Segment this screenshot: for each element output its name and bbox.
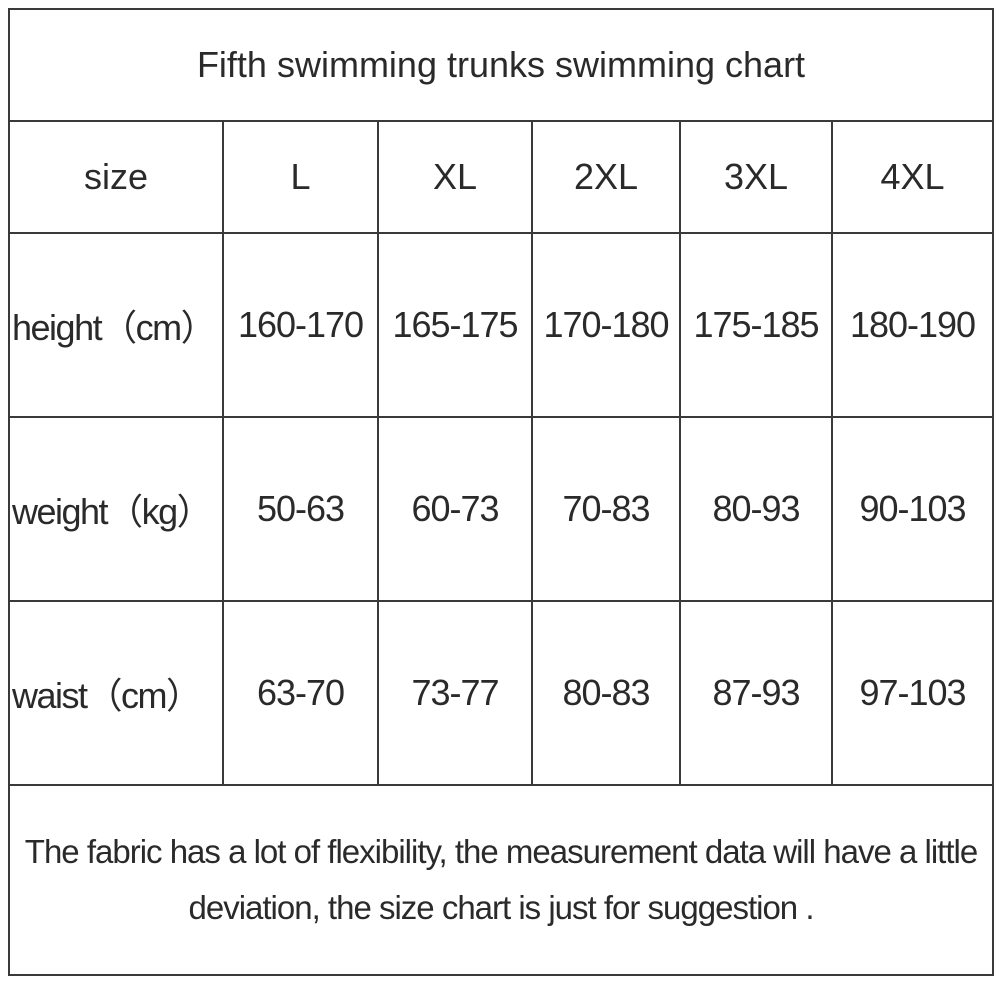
- header-cell: XL: [377, 120, 533, 234]
- table-cell: 60-73: [377, 416, 533, 602]
- table-cell: 165-175: [377, 232, 533, 418]
- table-cell: 90-103: [831, 416, 994, 602]
- header-cell: 2XL: [531, 120, 681, 234]
- table-cell: 63-70: [222, 600, 379, 786]
- table-cell: 175-185: [679, 232, 833, 418]
- table-cell: 160-170: [222, 232, 379, 418]
- table-cell: 50-63: [222, 416, 379, 602]
- title-row: Fifth swimming trunks swimming chart: [8, 8, 994, 122]
- note-row: The fabric has a lot of flexibility, the…: [8, 784, 994, 976]
- header-cell: size: [8, 120, 224, 234]
- table-cell: 170-180: [531, 232, 681, 418]
- title: Fifth swimming trunks swimming chart: [8, 8, 994, 122]
- table-cell: 97-103: [831, 600, 994, 786]
- row-label: height（cm）: [8, 232, 224, 418]
- header-cell: 3XL: [679, 120, 833, 234]
- size-chart: Fifth swimming trunks swimming chart siz…: [8, 8, 994, 976]
- table-cell: 87-93: [679, 600, 833, 786]
- data-row: waist（cm） 63-70 73-77 80-83 87-93 97-103: [8, 600, 994, 786]
- row-label: waist（cm）: [8, 600, 224, 786]
- data-row: height（cm） 160-170 165-175 170-180 175-185 18…: [8, 232, 994, 418]
- header-cell: L: [222, 120, 379, 234]
- table-cell: 80-83: [531, 600, 681, 786]
- table-cell: 80-93: [679, 416, 833, 602]
- row-label: weight（kg）: [8, 416, 224, 602]
- table-cell: 180-190: [831, 232, 994, 418]
- table-cell: 73-77: [377, 600, 533, 786]
- table-cell: 70-83: [531, 416, 681, 602]
- header-cell: 4XL: [831, 120, 994, 234]
- table-body: Fifth swimming trunks swimming chart siz…: [8, 8, 994, 976]
- header-row: size L XL 2XL 3XL 4XL: [8, 120, 994, 234]
- data-row: weight（kg） 50-63 60-73 70-83 80-93 90-103: [8, 416, 994, 602]
- note: The fabric has a lot of flexibility, the…: [8, 784, 994, 976]
